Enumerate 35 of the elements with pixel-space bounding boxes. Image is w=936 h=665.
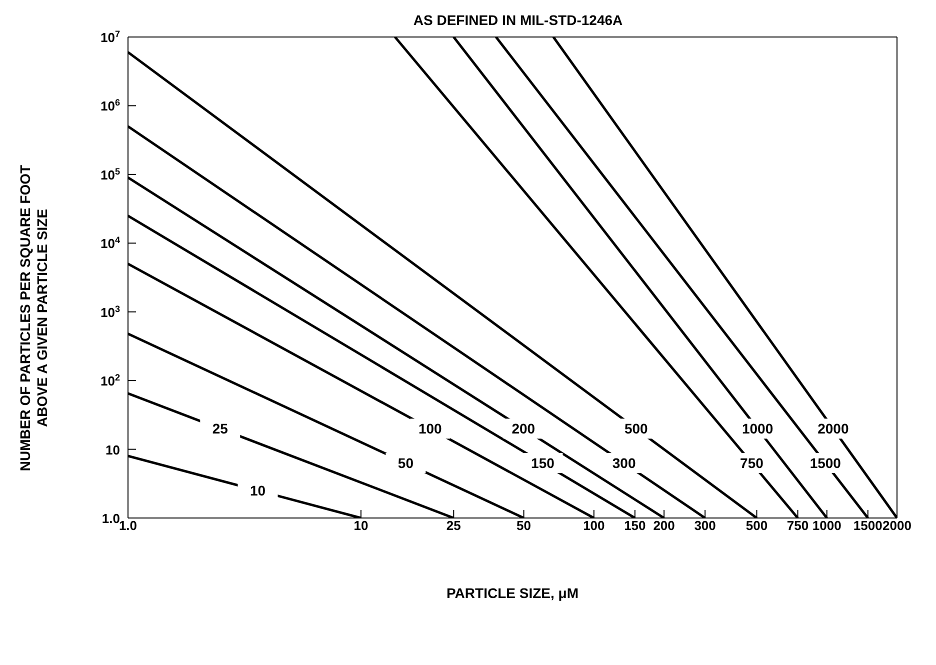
y-axis-title: NUMBER OF PARTICLES PER SQUARE FOOT ABOVE A GIVEN PARTICLE SIZE bbox=[17, 164, 50, 472]
y-tick-label: 10$^{4}$ bbox=[100, 235, 121, 252]
series-label: 750 bbox=[740, 455, 764, 472]
series-label: 1000 bbox=[742, 420, 774, 437]
x-tick-label: 100 bbox=[583, 518, 605, 533]
y-tick-label: 10$^{3}$ bbox=[100, 304, 120, 320]
series-label: 150 bbox=[531, 455, 555, 472]
series-label: 200 bbox=[512, 420, 536, 437]
x-tick-label: 50 bbox=[516, 518, 532, 533]
x-tick-label: 500 bbox=[746, 518, 768, 533]
series-label: 50 bbox=[398, 455, 414, 472]
series-label: 300 bbox=[612, 455, 636, 472]
x-tick-label: 750 bbox=[786, 518, 809, 533]
y-tick-label: 10$^{6}$ bbox=[100, 98, 120, 114]
series-label: 10 bbox=[250, 482, 266, 499]
x-tick-label: 150 bbox=[624, 518, 646, 533]
x-tick-label: 200 bbox=[653, 518, 675, 533]
chart-title: AS DEFINED IN MIL-STD-1246A bbox=[412, 11, 624, 28]
series-label: 2000 bbox=[818, 420, 849, 437]
x-tick-label: 10 bbox=[354, 518, 368, 533]
x-tick-label: 1.0 bbox=[118, 518, 138, 533]
series-label: 25 bbox=[212, 420, 228, 437]
series-label: 1500 bbox=[810, 455, 842, 472]
x-tick-label: 1500 bbox=[853, 518, 882, 533]
y-tick-label: 10$^{2}$ bbox=[100, 372, 120, 389]
series-label: 500 bbox=[624, 420, 648, 437]
x-tick-label: 1000 bbox=[812, 518, 842, 533]
y-tick-label: 10 bbox=[106, 442, 120, 458]
x-tick-label: 25 bbox=[446, 518, 461, 533]
x-tick-label: 300 bbox=[694, 518, 716, 533]
y-tick-label: 10$^{7}$ bbox=[100, 29, 120, 45]
x-axis-title: PARTICLE SIZE, μM bbox=[446, 584, 578, 601]
series-label: 100 bbox=[418, 420, 442, 437]
y-tick-label: 10$^{5}$ bbox=[100, 166, 120, 182]
x-tick-label: 2000 bbox=[882, 518, 912, 533]
